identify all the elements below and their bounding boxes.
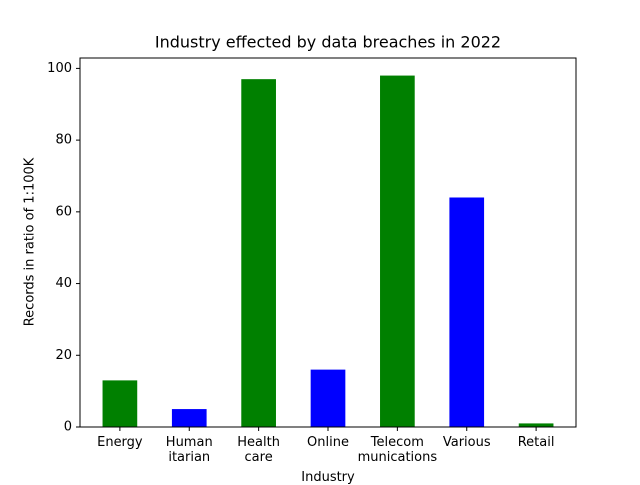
x-tick-label: Telecom munications [357,435,438,465]
x-tick-label: Various [442,435,491,450]
y-tick-label: 80 [55,133,72,148]
plot-frame [79,57,577,428]
bar [171,409,207,427]
x-tick-label: Health care [237,435,280,465]
bar [241,79,276,427]
bar [449,197,485,427]
y-tick-label: 20 [55,348,72,363]
x-tick-label: Human itarian [165,435,213,465]
y-axis-label: Records in ratio of 1:100K [23,157,38,326]
y-tick-label: 60 [55,204,72,219]
x-axis-label: Industry [301,470,355,485]
x-tick-label: Energy [97,435,143,450]
y-tick-label: 40 [55,276,72,291]
y-tick-label: 100 [47,61,72,76]
x-tick-label: Online [307,435,349,450]
y-tick-label: 0 [64,420,72,435]
chart-title: Industry effected by data breaches in 20… [155,33,501,52]
bar [102,380,138,427]
bar [380,75,415,428]
bar [518,423,554,427]
bar [310,369,346,427]
x-tick-label: Retail [517,435,555,450]
